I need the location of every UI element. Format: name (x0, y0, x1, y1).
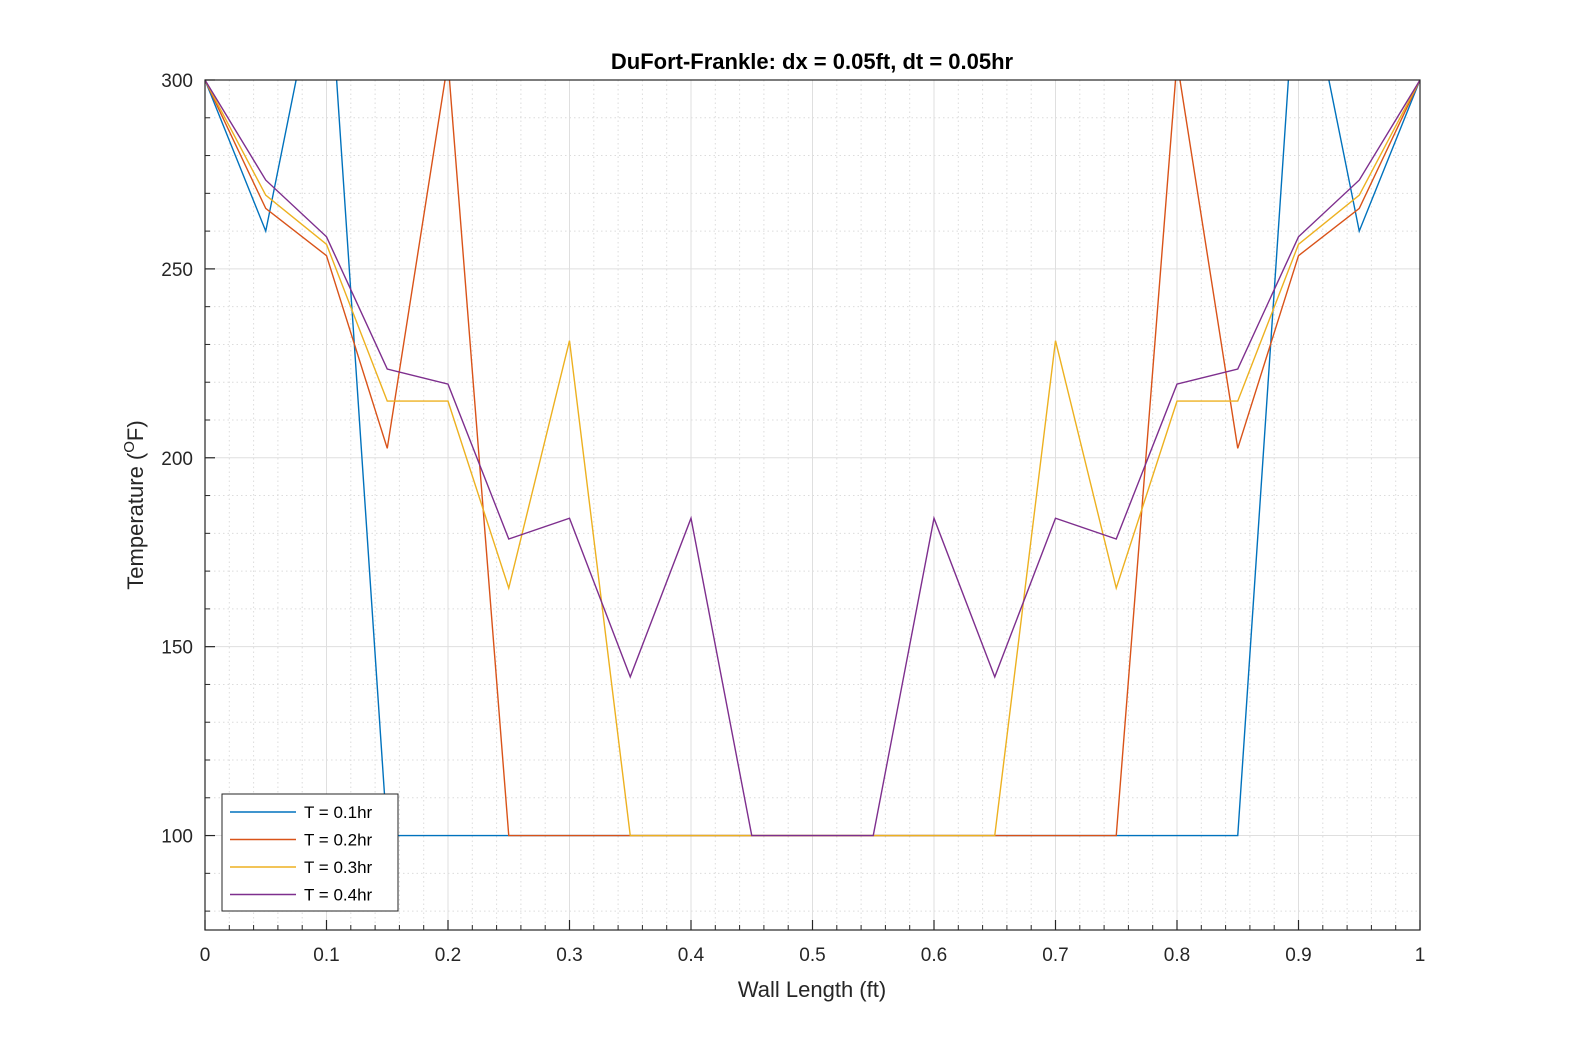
y-axis-label-superscript: O (121, 441, 138, 453)
legend-box (221, 793, 399, 912)
y-tick-label: 100 (161, 827, 193, 848)
y-axis-label-end: F) (123, 420, 148, 441)
legend-label-3: T = 0.3hr (304, 858, 373, 877)
legend-label-1: T = 0.1hr (304, 803, 373, 822)
x-tick-label: 0.1 (313, 945, 339, 966)
series-line-4 (205, 80, 1420, 837)
x-tick-label: 0.6 (921, 945, 947, 966)
x-tick-label: 1 (1415, 945, 1426, 966)
y-tick-labels: 100 150 200 250 300 (161, 71, 193, 848)
legend-label-2: T = 0.2hr (304, 831, 373, 850)
x-tick-label: 0 (200, 945, 211, 966)
legend: T = 0.1hr T = 0.2hr T = 0.3hr T = 0.4hr (221, 793, 399, 912)
y-tick-label: 250 (161, 260, 193, 281)
x-tick-label: 0.8 (1164, 945, 1190, 966)
y-tick-label: 200 (161, 449, 193, 470)
y-axis-label: Temperature (OF) (121, 420, 148, 589)
x-tick-label: 0.7 (1042, 945, 1068, 966)
series-layer (205, 80, 1420, 837)
x-tick-label: 0.2 (435, 945, 461, 966)
ticks (204, 79, 1421, 930)
legend-label-4: T = 0.4hr (304, 886, 373, 905)
y-axis-label-main: Temperature ( (123, 452, 148, 590)
x-tick-label: 0.5 (799, 945, 825, 966)
x-tick-label: 0.4 (678, 945, 705, 966)
x-tick-label: 0.9 (1285, 945, 1311, 966)
chart-title: DuFort-Frankle: dx = 0.05ft, dt = 0.05hr (611, 49, 1014, 74)
x-tick-label: 0.3 (556, 945, 582, 966)
y-tick-label: 300 (161, 71, 193, 92)
x-axis-label: Wall Length (ft) (738, 977, 886, 1002)
x-tick-labels: 0 0.1 0.2 0.3 0.4 0.5 0.6 0.7 0.8 0.9 1 (200, 945, 1426, 966)
y-tick-label: 150 (161, 638, 193, 659)
